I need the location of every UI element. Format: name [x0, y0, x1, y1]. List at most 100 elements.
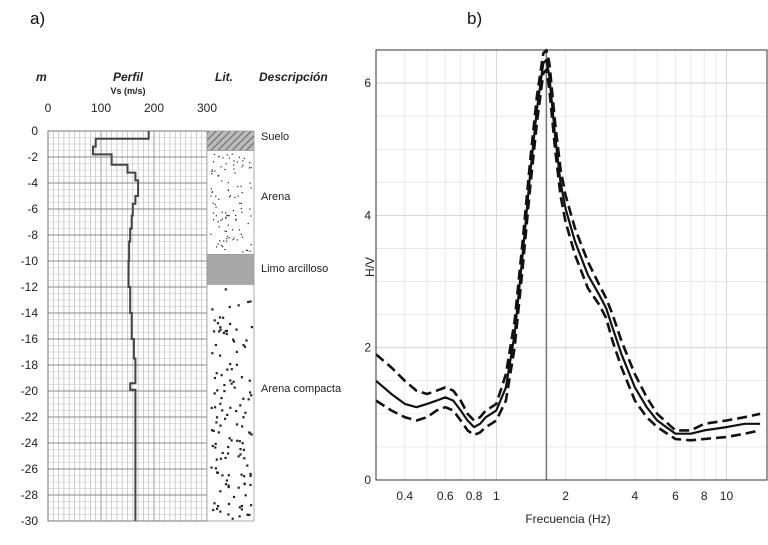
- sand-dot: [242, 236, 244, 238]
- sand-dot: [232, 210, 234, 212]
- sand-dot: [213, 502, 216, 505]
- sand-dot: [240, 473, 243, 476]
- sand-dot: [229, 322, 232, 325]
- sand-dot: [214, 467, 217, 470]
- sand-dot: [210, 466, 213, 469]
- sand-dot: [246, 513, 249, 516]
- layer-2: [206, 254, 255, 285]
- sand-dot: [238, 515, 241, 518]
- sand-dot: [212, 161, 215, 163]
- sand-dot: [224, 168, 226, 171]
- hv-y-tick-label: 2: [364, 341, 371, 355]
- sand-dot: [211, 444, 214, 448]
- sand-dot: [218, 226, 220, 228]
- sand-dot: [245, 249, 247, 251]
- sand-dot: [227, 224, 229, 226]
- sand-dot: [240, 202, 242, 204]
- sand-dot: [241, 192, 243, 194]
- sand-dot: [219, 240, 221, 242]
- sand-dot: [239, 448, 242, 451]
- sand-dot: [243, 157, 245, 159]
- sand-dot: [242, 251, 244, 253]
- sand-dot: [214, 203, 216, 206]
- sand-dot: [212, 429, 215, 432]
- sand-dot: [217, 243, 219, 245]
- sand-dot: [230, 439, 233, 442]
- sand-dot: [249, 483, 252, 486]
- sand-dot: [211, 169, 214, 171]
- sand-dot: [221, 451, 224, 455]
- sand-dot: [249, 391, 252, 394]
- sand-dot: [249, 474, 252, 477]
- sand-dot: [235, 363, 238, 366]
- sand-dot: [241, 425, 244, 428]
- sand-dot: [241, 166, 243, 168]
- sand-dot: [243, 457, 246, 460]
- profile-y-tick-label: -30: [21, 514, 39, 528]
- sand-dot: [240, 185, 242, 187]
- sand-dot: [243, 475, 246, 478]
- layer-1: [206, 150, 255, 255]
- sand-dot: [250, 187, 252, 189]
- sand-dot: [231, 153, 233, 155]
- sand-dot: [244, 494, 247, 497]
- sand-dot: [221, 180, 223, 182]
- hv-x-ticks: 0.4 0.6 0.8 1 2 4 6 8 10: [396, 489, 733, 503]
- sand-dot: [222, 316, 225, 319]
- sand-dot: [236, 439, 239, 442]
- profile-y-tick-label: 0: [31, 124, 38, 138]
- sand-dot: [223, 240, 225, 242]
- sand-dot: [234, 196, 236, 198]
- sand-dot: [228, 502, 231, 506]
- sand-dot: [236, 239, 238, 241]
- profile-header: Perfil: [113, 70, 144, 84]
- sand-dot: [249, 250, 251, 252]
- hv-std-curve: [375, 48, 761, 432]
- sand-dot: [225, 163, 227, 165]
- sand-dot: [227, 445, 230, 449]
- sand-dot: [237, 195, 239, 197]
- sand-dot: [214, 406, 217, 409]
- sand-dot: [214, 442, 217, 445]
- sand-dot: [249, 208, 251, 210]
- sand-dot: [233, 164, 235, 166]
- sand-dot: [240, 207, 242, 210]
- sand-dot: [232, 338, 235, 341]
- hv-y-axis-title: H/V: [363, 257, 377, 277]
- sand-dot: [220, 219, 222, 221]
- sand-dot: [246, 464, 249, 467]
- profile-x-tick-label: 300: [197, 101, 217, 115]
- sand-dot: [250, 167, 252, 169]
- hv-x-tick-label: 6: [672, 489, 679, 503]
- sand-dot: [228, 215, 230, 217]
- sand-dot: [243, 483, 246, 486]
- sand-dot: [210, 188, 212, 190]
- sand-dot: [222, 331, 225, 335]
- sand-dot: [228, 437, 231, 440]
- sand-dot: [250, 326, 253, 329]
- layer-label: Arena: [261, 191, 291, 203]
- sand-dot: [238, 440, 241, 443]
- sand-dot: [238, 229, 240, 231]
- sand-dot: [211, 170, 213, 172]
- sand-dot: [216, 246, 218, 248]
- sand-dot: [227, 484, 230, 487]
- sand-dot: [211, 308, 214, 311]
- sand-dot: [211, 191, 213, 193]
- sand-dot: [225, 329, 228, 332]
- sand-dot: [219, 328, 222, 331]
- profile-y-ticks: 0 -2 -4 -6 -8 -10 -12 -14 -16 -18 -20 -22 -24 -26 -28 -…: [21, 124, 39, 528]
- sand-dot: [250, 504, 253, 507]
- sand-dot: [228, 305, 231, 309]
- sand-dot: [220, 244, 223, 246]
- sand-dot: [222, 157, 224, 159]
- sand-dot: [228, 237, 230, 239]
- sand-dot: [211, 173, 213, 175]
- hv-x-tick-label: 0.4: [396, 489, 413, 503]
- sand-dot: [247, 398, 250, 401]
- sand-dot: [232, 380, 235, 383]
- hv-std-curve: [375, 68, 761, 442]
- profile-grid: [47, 130, 208, 522]
- sand-dot: [219, 510, 222, 513]
- panel-a-label: a): [30, 9, 45, 28]
